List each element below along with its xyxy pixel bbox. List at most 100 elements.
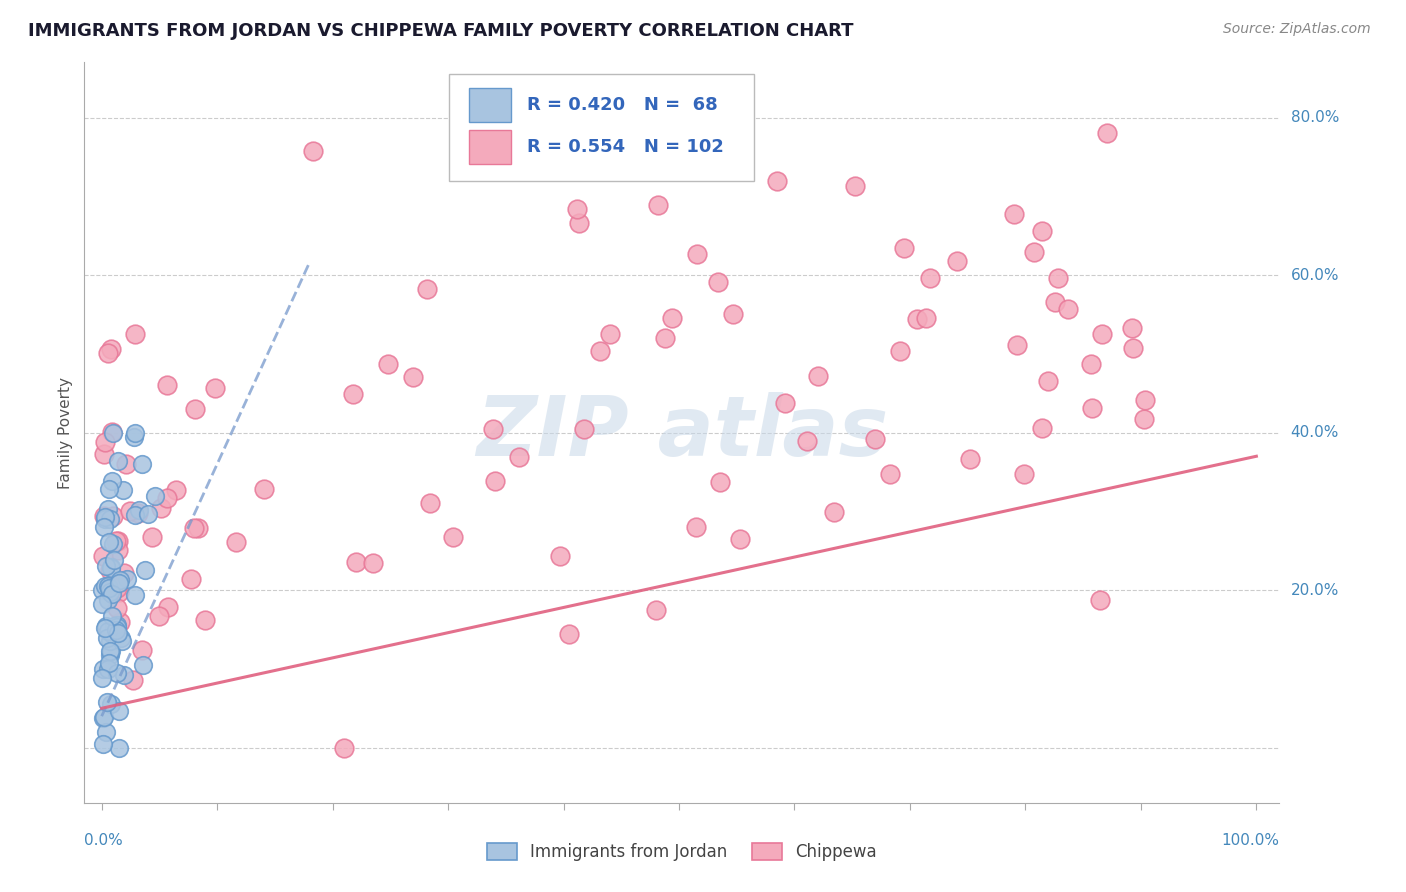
Point [723,307,745,321]
Point [105,600,128,615]
Point [156,599,179,614]
Point [96,619,118,633]
Point [124,425,146,440]
Point [893,240,915,255]
Point [599,326,621,341]
Point [143,489,166,503]
Point [647,198,669,212]
Point [879,467,901,482]
Text: R = 0.554   N = 102: R = 0.554 N = 102 [527,138,724,156]
Point [342,386,364,401]
Bar [470,130,510,164]
Point [98,535,121,549]
Point [361,557,384,571]
Point [253,482,276,496]
Point [419,496,441,510]
Point [149,501,172,516]
Point [108,740,131,755]
Point [134,563,156,577]
Point [128,502,150,516]
Point [93,710,115,724]
Point [108,704,131,718]
Point [105,666,128,681]
Text: ZIP atlas: ZIP atlas [475,392,889,473]
Point [441,529,464,543]
Point [107,454,129,468]
Point [1080,401,1102,415]
Point [98,648,121,662]
Point [100,561,122,575]
Y-axis label: Family Poverty: Family Poverty [58,376,73,489]
Point [98,563,121,577]
Point [889,344,911,359]
Point [481,422,503,436]
Point [136,507,159,521]
Bar [470,87,510,121]
Point [112,668,135,682]
Point [184,402,207,417]
Point [101,425,124,439]
Point [567,202,589,216]
Point [98,581,121,595]
Text: 80.0%: 80.0% [1291,110,1339,125]
Legend: Immigrants from Jordan, Chippewa: Immigrants from Jordan, Chippewa [486,843,877,861]
Point [122,673,145,688]
Point [100,560,122,574]
Point [101,627,124,641]
Point [120,504,142,518]
Point [124,588,146,602]
Point [132,657,155,672]
Text: 0.0%: 0.0% [84,833,124,848]
Point [416,282,439,296]
Point [548,549,571,563]
Point [100,697,122,711]
Point [91,582,114,597]
Point [94,724,117,739]
Point [103,425,125,440]
Text: 60.0%: 60.0% [1291,268,1339,283]
Point [112,566,135,581]
Point [905,312,928,326]
Point [94,579,117,593]
Point [103,553,125,567]
Point [301,144,323,158]
Point [844,178,866,193]
Point [115,457,138,471]
Point [1002,207,1025,221]
Point [1122,341,1144,355]
Point [131,457,153,471]
Point [91,672,114,686]
Point [111,634,134,648]
Point [103,619,125,633]
Point [105,620,128,634]
Point [865,432,887,446]
Point [141,530,163,544]
Point [766,173,789,187]
Point [1057,301,1080,316]
Point [661,311,683,326]
Point [97,579,120,593]
Point [100,342,122,356]
FancyBboxPatch shape [449,73,754,181]
Point [127,506,149,520]
Point [1132,412,1154,426]
Point [93,520,115,534]
Point [115,572,138,586]
Point [572,422,595,436]
Point [98,585,121,599]
Point [707,275,730,289]
Point [122,429,145,443]
Point [98,634,121,648]
Point [91,662,114,676]
Point [96,695,118,709]
Point [124,327,146,342]
Point [97,624,120,639]
Point [110,573,132,587]
Point [377,357,399,371]
Point [568,216,591,230]
Text: 20.0%: 20.0% [1291,582,1339,598]
Point [1005,338,1028,352]
Point [728,532,751,546]
Point [111,483,134,497]
Point [100,512,122,526]
